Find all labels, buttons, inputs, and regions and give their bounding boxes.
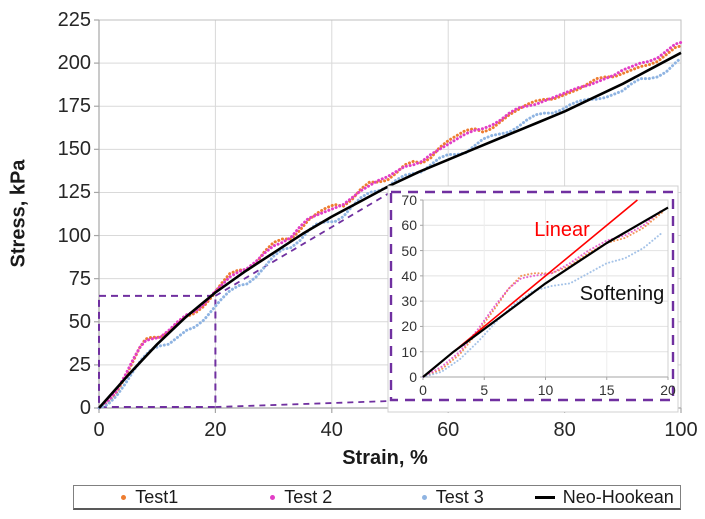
linear-annotation: Linear <box>534 219 590 241</box>
legend-dot-marker <box>421 494 427 500</box>
inset-x-tick-label: 15 <box>598 382 615 398</box>
inset-y-tick-label: 0 <box>409 369 417 385</box>
y-tick-label: 75 <box>68 267 91 290</box>
legend-dot-marker <box>121 494 127 500</box>
x-tick-label: 40 <box>320 419 343 441</box>
inset-y-tick-label: 30 <box>401 293 417 310</box>
inset-x-tick-label: 0 <box>419 382 427 398</box>
y-tick-label: 25 <box>68 353 91 376</box>
y-tick-label: 0 <box>79 397 91 419</box>
legend-item-test-3: Test 3 <box>377 487 529 508</box>
x-tick-label: 80 <box>553 419 576 441</box>
y-tick-label: 100 <box>57 224 91 247</box>
inset-y-tick-label: 20 <box>401 318 417 335</box>
inset-y-tick-label: 60 <box>401 217 417 234</box>
legend-item-label: Test 2 <box>284 486 333 507</box>
y-tick-label: 200 <box>57 52 91 75</box>
y-tick-label: 125 <box>57 181 91 204</box>
x-tick-label: 0 <box>93 419 105 441</box>
legend-dot-marker <box>270 494 276 500</box>
legend-item-label: Test 3 <box>435 486 484 507</box>
legend-item-test1: Test1 <box>74 487 226 508</box>
x-tick-label: 20 <box>204 419 227 441</box>
x-axis-title: Strain, % <box>342 447 428 469</box>
inset-x-tick-label: 20 <box>660 382 676 398</box>
inset-y-tick-label: 40 <box>401 267 417 284</box>
inset-y-tick-label: 70 <box>401 192 417 208</box>
legend-item-label: Neo-Hookean <box>562 486 674 507</box>
y-tick-label: 150 <box>57 138 91 161</box>
inset-y-tick-label: 10 <box>401 343 417 360</box>
legend-item-test-2: Test 2 <box>226 487 378 508</box>
y-tick-label: 50 <box>68 310 91 333</box>
inset-x-tick-label: 5 <box>480 382 489 398</box>
chart-legend: Test1 Test 2 Test 3 Neo-Hookean <box>73 485 681 510</box>
x-tick-label: 100 <box>664 419 698 441</box>
y-tick-label: 225 <box>57 9 91 31</box>
x-tick-label: 60 <box>437 419 460 441</box>
legend-item-label: Test1 <box>135 486 179 507</box>
y-axis-title: Stress, kPa <box>7 159 30 268</box>
legend-item-neo-hookean: Neo-Hookean <box>529 487 681 508</box>
softening-annotation: Softening <box>579 283 665 305</box>
inset-x-tick-label: 10 <box>537 382 554 398</box>
legend-line-marker <box>534 495 555 499</box>
inset-y-tick-label: 50 <box>401 242 417 259</box>
y-tick-label: 175 <box>57 95 91 118</box>
